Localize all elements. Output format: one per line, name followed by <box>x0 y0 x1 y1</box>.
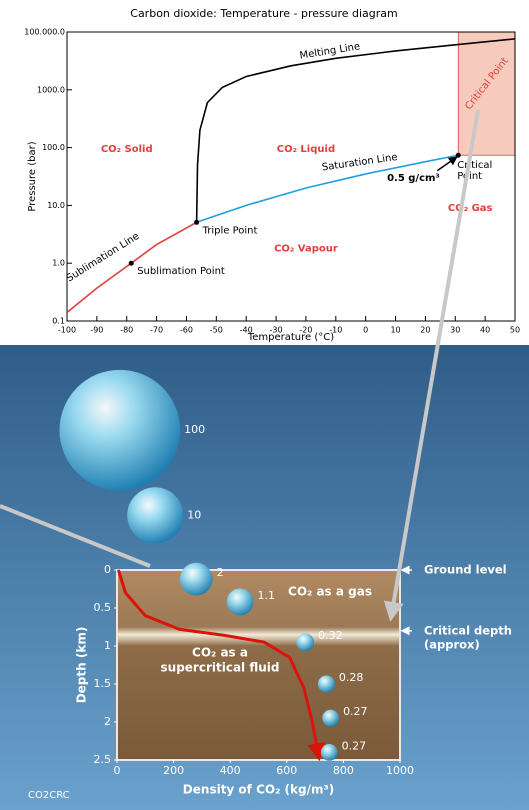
annotation: CO₂ Liquid <box>277 144 335 155</box>
x-tick-label: 10 <box>390 326 400 335</box>
annotation: CO₂ Vapour <box>274 243 338 254</box>
point-label: Critical <box>457 160 492 171</box>
bubble <box>321 744 338 761</box>
y-tick-label: 10.0 <box>47 201 65 210</box>
bubble <box>296 633 314 651</box>
point-label: Sublimation Point <box>137 266 225 277</box>
x-tick-label: 400 <box>220 764 241 777</box>
annotation: CO₂ as a <box>192 646 248 660</box>
annotation: supercritical fluid <box>161 661 280 675</box>
x-tick-label: 800 <box>333 764 354 777</box>
point <box>194 220 199 225</box>
bubble-label: 0.28 <box>339 671 364 684</box>
y-tick-label: 2 <box>104 715 111 728</box>
x-axis-label: Temperature (°C) <box>247 332 334 343</box>
bubble-label: 1.1 <box>258 589 276 602</box>
source: CO2CRC <box>28 790 70 801</box>
x-tick-label: 0 <box>363 326 368 335</box>
point <box>456 153 461 158</box>
critical-region <box>458 32 515 155</box>
page: {"chart_data": [ {"type": "line", "title… <box>0 0 529 810</box>
x-tick-label: -70 <box>150 326 163 335</box>
reference-label: (approx) <box>424 637 480 651</box>
x-tick-label: 50 <box>510 326 520 335</box>
bubble <box>322 710 339 727</box>
y-tick-label: 2.5 <box>94 753 112 766</box>
reference-label: Critical depth <box>424 623 512 637</box>
x-tick-label: 600 <box>276 764 297 777</box>
x-tick-label: 40 <box>480 326 490 335</box>
bubble-label: 0.32 <box>318 629 343 642</box>
bubble-label: 0.27 <box>343 705 368 718</box>
annotation: CO₂ Gas <box>448 203 493 214</box>
reference-label: Ground level <box>424 563 507 577</box>
point <box>129 261 134 266</box>
annotation: CO₂ Solid <box>101 144 153 155</box>
y-tick-label: 100.000.0 <box>24 28 65 37</box>
y-tick-label: 100.0 <box>42 143 65 152</box>
plot-background <box>0 0 529 345</box>
chart-title: Carbon dioxide: Temperature - pressure d… <box>130 7 397 20</box>
bubble <box>59 370 180 491</box>
x-tick-label: 20 <box>420 326 430 335</box>
x-tick-label: 0 <box>114 764 121 777</box>
y-tick-label: 1 <box>104 639 111 652</box>
x-axis-label: Density of CO₂ (kg/m³) <box>183 783 334 797</box>
figure: Carbon dioxide: Temperature - pressure d… <box>0 0 529 810</box>
y-axis-label: Depth (km) <box>75 627 89 704</box>
point-label: Point <box>457 171 482 182</box>
y-tick-label: 1000.0 <box>37 85 65 94</box>
y-tick-label: 0.5 <box>94 601 112 614</box>
bubble <box>180 563 213 596</box>
annotation: CO₂ as a gas <box>288 585 372 599</box>
y-axis-label: Pressure (bar) <box>27 141 38 211</box>
y-tick-label: 0 <box>104 563 111 576</box>
annotation: 0.5 g/cm³ <box>387 173 440 184</box>
bubble <box>127 487 183 543</box>
x-tick-label: -50 <box>210 326 223 335</box>
point-label: Triple Point <box>202 225 258 236</box>
bubble-label: 2 <box>217 566 224 579</box>
x-tick-label: 30 <box>450 326 460 335</box>
y-tick-label: 1.0 <box>52 259 65 268</box>
phase-diagram: Carbon dioxide: Temperature - pressure d… <box>0 0 529 345</box>
bubble-label: 10 <box>187 508 201 521</box>
x-tick-label: 200 <box>163 764 184 777</box>
bubble-label: 0.27 <box>342 739 367 752</box>
x-tick-label: -80 <box>120 326 133 335</box>
y-tick-label: 1.5 <box>94 677 112 690</box>
y-tick-label: 0.1 <box>52 317 65 326</box>
x-tick-label: -60 <box>180 326 193 335</box>
bubble-label: 100 <box>184 423 205 436</box>
x-tick-label: -100 <box>58 326 76 335</box>
x-tick-label: 1000 <box>386 764 414 777</box>
bubble <box>318 675 335 692</box>
x-tick-label: -90 <box>90 326 103 335</box>
bubble <box>227 589 254 616</box>
